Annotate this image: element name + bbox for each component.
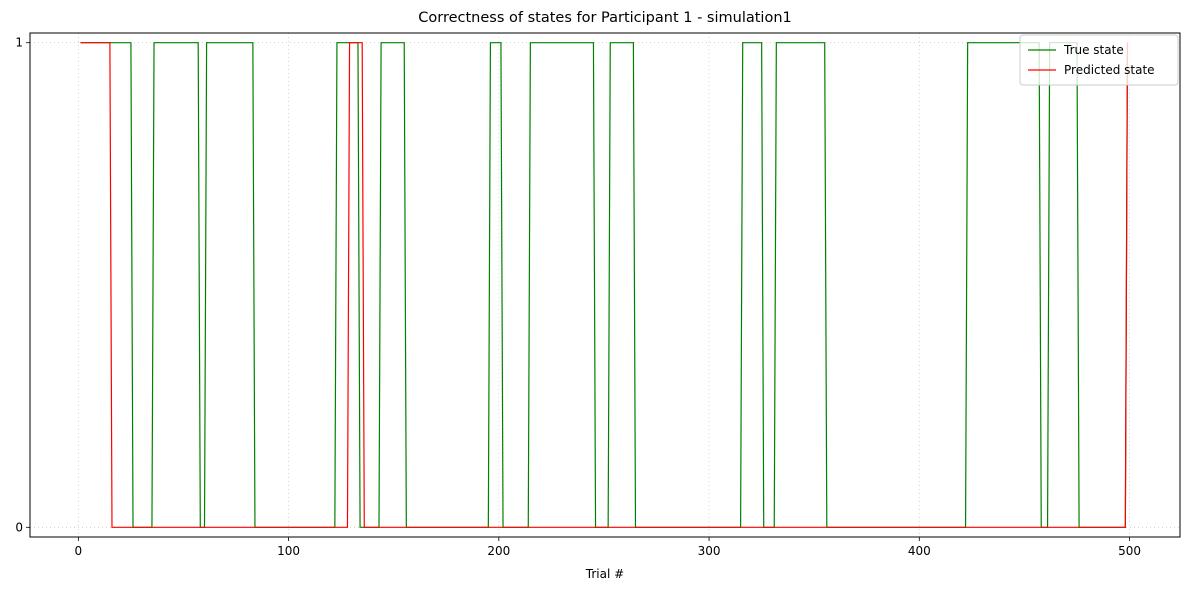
x-tick-label: 300 bbox=[698, 544, 721, 558]
series-line-1 bbox=[80, 42, 1129, 528]
series-lines bbox=[80, 42, 1129, 528]
x-tick-label: 400 bbox=[908, 544, 931, 558]
grid bbox=[30, 33, 1180, 537]
x-tick-label: 500 bbox=[1118, 544, 1141, 558]
y-tick-label: 0 bbox=[15, 520, 23, 534]
series-line-0 bbox=[80, 42, 1129, 528]
plot-area bbox=[29, 32, 1181, 538]
y-tick-label: 1 bbox=[15, 36, 23, 50]
axis-ticks: 0 100 200 300 400 500 0 1 bbox=[15, 36, 1141, 558]
legend-label-0: True state bbox=[1063, 43, 1124, 57]
x-tick-label: 200 bbox=[487, 544, 510, 558]
legend-box bbox=[1019, 34, 1179, 86]
x-axis-label: Trial # bbox=[585, 567, 624, 581]
legend: True state Predicted state bbox=[1019, 34, 1179, 86]
legend-label-1: Predicted state bbox=[1064, 63, 1155, 77]
x-tick-label: 100 bbox=[277, 544, 300, 558]
chart-title: Correctness of states for Participant 1 … bbox=[418, 10, 792, 26]
x-tick-label: 0 bbox=[75, 544, 83, 558]
